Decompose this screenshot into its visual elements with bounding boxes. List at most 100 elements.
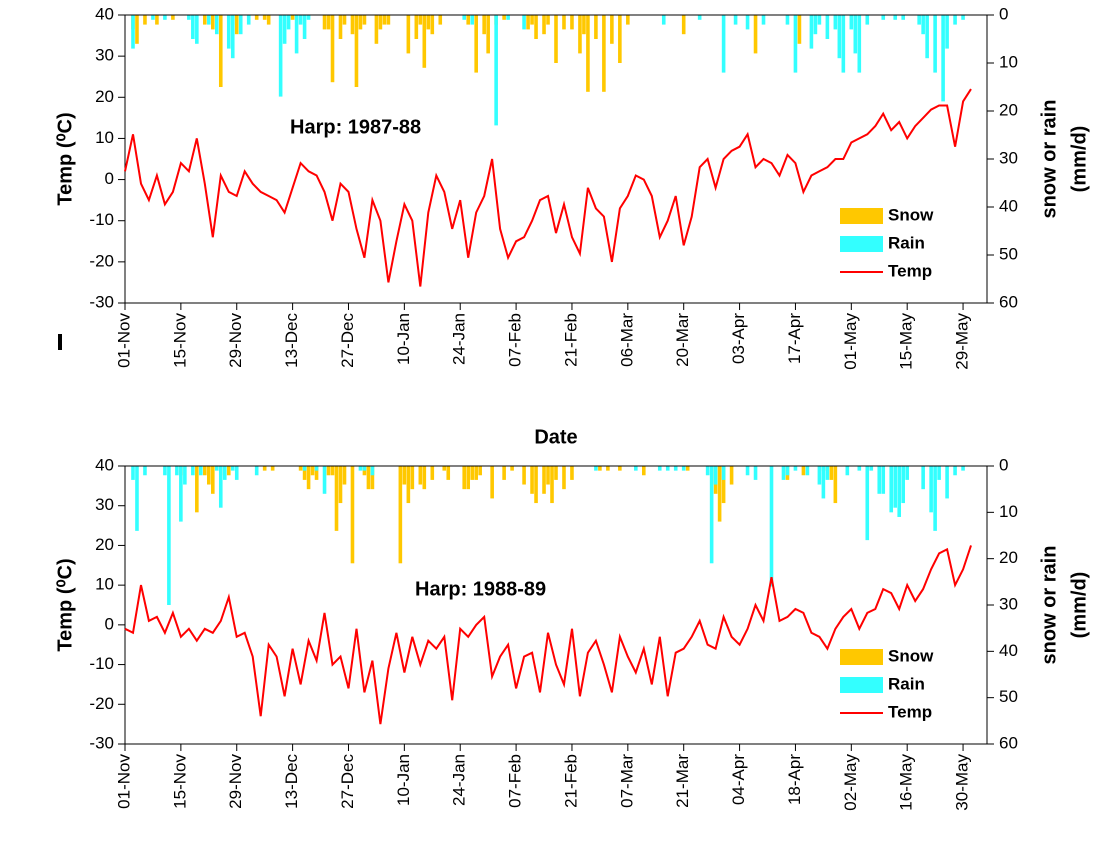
precip-bar [422, 15, 427, 68]
temp-line [124, 545, 972, 725]
precip-bar [422, 466, 427, 490]
precip-bar [474, 466, 478, 480]
precip-bar [813, 15, 818, 35]
y2-tick-label: 30 [999, 594, 1018, 613]
precip-bar [494, 15, 498, 126]
legend-label: Rain [888, 674, 925, 693]
precip-bar [218, 15, 223, 87]
precip-bar [761, 15, 766, 25]
precip-bar [466, 466, 471, 490]
precip-bar [941, 15, 945, 102]
precip-bar [785, 15, 790, 25]
precip-bar [330, 466, 335, 476]
x-tick-label: 27-Dec [338, 754, 357, 809]
x-tick-label: 17-Apr [785, 313, 804, 364]
precip-bar [641, 466, 646, 476]
precip-bar [286, 15, 291, 30]
precip-bar [326, 466, 331, 476]
precip-bar [582, 15, 586, 35]
precip-bar [530, 466, 534, 494]
precip-bar [522, 15, 526, 30]
precip-bar [135, 15, 139, 44]
precip-bar [310, 466, 315, 476]
y-axis-title: Temp (⁰C) [54, 558, 76, 651]
legend-swatch [840, 208, 883, 224]
precip-bar [634, 466, 638, 471]
precip-bar [825, 466, 830, 480]
precip-bar [378, 15, 383, 30]
precip-bar [534, 466, 538, 504]
precip-bar [406, 466, 411, 504]
precip-bar [266, 15, 271, 25]
temp-line [124, 88, 972, 287]
precip-bar [199, 466, 203, 476]
precip-bar [370, 466, 375, 490]
precip-bar [657, 466, 662, 471]
precip-bar [961, 466, 965, 471]
x-tick-label: 16-May [897, 754, 916, 811]
y-tick-label: 30 [95, 495, 114, 514]
precip-bar [502, 15, 506, 20]
precip-bar [191, 466, 195, 476]
precip-bar [817, 466, 822, 485]
precip-bar [933, 466, 937, 531]
legend-swatch [840, 649, 883, 665]
precip-bar [833, 15, 838, 30]
precip-bar [681, 15, 686, 35]
precip-bar [793, 466, 798, 471]
precip-bar [143, 15, 147, 25]
legend-swatch [840, 236, 883, 252]
precip-bar [306, 466, 311, 490]
precip-bar [438, 15, 443, 25]
precip-bar [143, 466, 147, 476]
y-tick-label: 0 [105, 169, 114, 188]
precip-bar [314, 466, 319, 471]
x-tick-label: 01-Nov [114, 313, 133, 368]
precip-bar [753, 15, 758, 54]
y2-tick-label: 40 [999, 641, 1018, 660]
precip-bar [402, 466, 407, 485]
precip-bar [785, 466, 790, 476]
x-tick-label: 24-Jan [450, 313, 469, 365]
precip-bar [925, 15, 929, 59]
precip-bar [167, 466, 171, 605]
precip-bar [534, 15, 538, 39]
precip-bar [462, 15, 467, 20]
precip-bar [187, 15, 191, 20]
precip-bar [594, 15, 598, 39]
y2-tick-label: 0 [999, 4, 1008, 23]
precip-bar [398, 466, 403, 564]
precip-bar [685, 466, 690, 471]
precip-bar [218, 466, 223, 508]
precip-bar [442, 466, 447, 471]
precip-bar [358, 15, 363, 30]
x-tick-label: 30-May [953, 754, 972, 811]
precip-bar [829, 466, 834, 480]
precip-bar [733, 15, 738, 25]
precip-bar [179, 466, 183, 522]
precip-bar [881, 15, 886, 20]
x-tick-label: 15-Nov [170, 313, 189, 368]
precip-bar [446, 466, 451, 480]
precip-bar [358, 466, 363, 471]
precip-bar [905, 466, 909, 480]
precip-bar [234, 466, 239, 480]
precip-bar [466, 15, 471, 25]
precip-bar [893, 15, 898, 20]
precip-bar [490, 466, 494, 499]
precip-bar [210, 466, 215, 494]
precip-bar [893, 466, 898, 508]
panel: -30 -20 -10 0 10 20 30 40 0 10 20 30 40 50 60 01-Nov 15-… [54, 4, 1090, 448]
precip-bar [350, 466, 355, 564]
y-tick-label: -10 [89, 654, 114, 673]
x-tick-label: 04-Apr [729, 754, 748, 805]
precip-bar [578, 15, 582, 54]
precip-bar [570, 15, 574, 30]
precip-bar [542, 15, 546, 35]
y-tick-label: 40 [95, 455, 114, 474]
precip-bar [729, 466, 734, 485]
precip-bar [366, 466, 371, 490]
precip-bar [626, 15, 630, 25]
precip-bar [470, 466, 474, 480]
precip-bar [781, 466, 786, 480]
